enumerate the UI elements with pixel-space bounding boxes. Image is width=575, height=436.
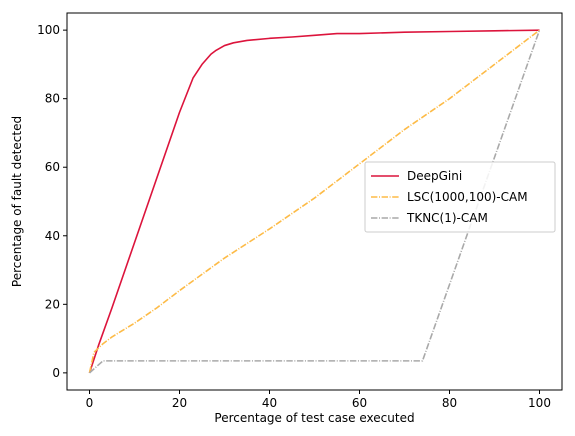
y-tick-label: 100 xyxy=(37,23,60,37)
y-axis-label: Percentage of fault detected xyxy=(10,116,24,287)
legend-label-lsc-1000-100-cam: LSC(1000,100)-CAM xyxy=(407,190,528,204)
legend: DeepGini LSC(1000,100)-CAM TKNC(1)-CAM xyxy=(364,161,556,233)
y-tick-label: 80 xyxy=(45,92,60,106)
series-line-deepgini xyxy=(88,29,540,374)
x-tick-label: 100 xyxy=(528,396,551,410)
legend-label-deepgini: DeepGini xyxy=(407,169,462,183)
series-line-tknc-1-cam xyxy=(88,29,541,374)
axis-ticks: 0 20 40 60 80 100 0 20 40 60 80 100 xyxy=(37,23,551,410)
y-tick-label: 60 xyxy=(45,160,60,174)
y-tick-label: 0 xyxy=(52,366,60,380)
y-tick-label: 20 xyxy=(45,297,60,311)
x-tick-label: 0 xyxy=(86,396,94,410)
x-axis-label: Percentage of test case executed xyxy=(214,411,414,425)
series-lines xyxy=(88,29,541,374)
x-tick-label: 80 xyxy=(442,396,457,410)
x-tick-label: 20 xyxy=(172,396,187,410)
legend-box xyxy=(364,161,556,233)
legend-label-tknc-1-cam: TKNC(1)-CAM xyxy=(406,211,488,225)
series-line-lsc-1000-100-cam xyxy=(88,29,540,374)
x-tick-label: 40 xyxy=(262,396,277,410)
x-tick-label: 60 xyxy=(352,396,367,410)
y-tick-label: 40 xyxy=(45,229,60,243)
